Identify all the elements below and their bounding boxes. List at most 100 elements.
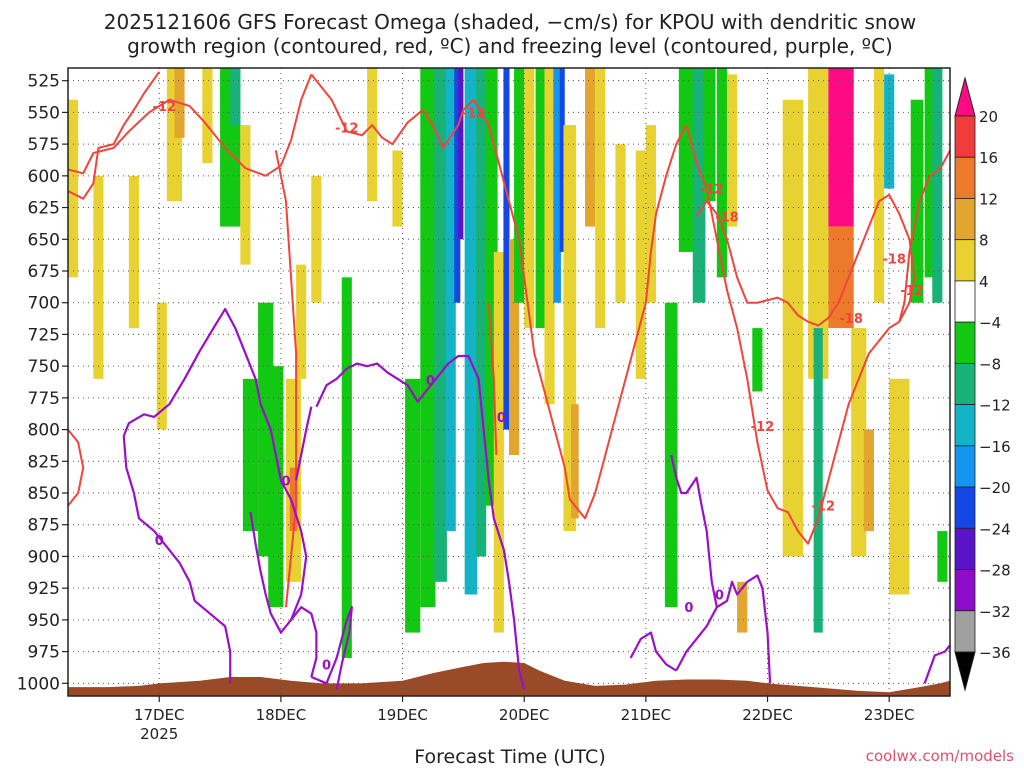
dgz-contour-label: -18 [715,210,739,225]
freezing-level-label: 0 [684,601,693,616]
omega-band [296,264,307,379]
y-tick-label: 650 [28,230,60,250]
omega-band [476,68,487,557]
dgz-contour-label: -18 [882,252,906,267]
omega-band [464,68,478,595]
omega-band [230,68,241,126]
omega-band [514,68,525,303]
colorbar-swatch [954,569,976,612]
omega-band [664,302,678,608]
omega-band [458,68,464,240]
y-tick-label: 775 [28,389,60,409]
terrain-layer [68,661,950,696]
colorbar-label: 12 [979,190,998,208]
freezing-level-label: 0 [322,658,331,673]
y-tick-label: 850 [28,484,60,504]
chart-title-line2: growth region (contoured, red, ºC) and f… [127,34,893,58]
omega-band [726,74,738,227]
colorbar-label: 4 [979,273,989,291]
dendritic-growth-contours [67,71,951,608]
dgz-contour-line [685,124,951,545]
omega-band [595,68,606,329]
omega-band [434,68,447,582]
y-tick-label: 750 [28,357,60,377]
omega-band [341,277,352,658]
omega-band [454,68,461,303]
y-tick-label: 900 [28,547,60,567]
freezing-level-label: 0 [497,411,506,426]
credit-label: coolwx.com/models [866,747,1014,765]
colorbar-swatch [954,198,976,241]
omega-band [367,68,378,202]
y-tick-label: 725 [28,325,60,345]
freezing-level-contour-line [923,644,951,684]
colorbar-label: −36 [979,644,1011,662]
omega-band [937,531,948,582]
freezing-level-contour-line [629,631,677,672]
omega-band [692,68,706,303]
y-tick-label: 675 [28,262,60,282]
y-tick-label: 875 [28,516,60,536]
omega-band [863,429,874,532]
omega-band [242,378,259,532]
x-tick-label: 22DEC [742,706,793,724]
omega-band [924,68,935,278]
dgz-contour-label: -12 [462,106,486,121]
colorbar: 20 16 12 8 4 −4 −8 −12 −16 −20 −24 −28 −32 −36 [954,76,1011,692]
colorbar-swatch [954,239,976,282]
freezing-level-contour-line [675,574,772,684]
x-tick-label: 17DEC [134,706,185,724]
omega-shading [68,68,948,658]
freezing-level-contour-line [315,354,526,690]
y-tick-label: 550 [28,103,60,123]
omega-band [851,328,867,557]
dgz-contour-label: -12 [751,420,775,435]
freezing-level-contour-line [295,406,313,481]
colorbar-label: −12 [979,397,1011,415]
dgz-contour-label: -18 [839,312,863,327]
freezing-level-label: 0 [155,534,164,549]
omega-band [782,99,803,557]
omega-band [445,68,456,532]
omega-band [910,99,924,303]
omega-band [268,366,284,608]
dgz-contour-label: -12 [335,122,359,137]
omega-band [553,68,561,303]
omega-band [93,175,104,379]
omega-band [202,68,213,164]
dgz-contour-line [67,73,313,177]
omega-band [544,68,555,405]
omega-band [752,328,763,392]
colorbar-label: −16 [979,438,1011,456]
colorbar-swatch [954,445,976,488]
y-tick-label: 575 [28,135,60,155]
x-tick-label: 20DEC [499,706,550,724]
omega-band [828,68,854,227]
omega-band [635,150,646,379]
omega-band [524,68,535,329]
dgz-contour-line [310,73,475,149]
dgz-contour-label: -12 [700,183,724,198]
chart-title-line1: 2025121606 GFS Forecast Omega (shaded, −… [104,10,916,34]
omega-band [645,125,656,303]
x-axis-label: Forecast Time (UTC) [414,746,605,768]
colorbar-label: −8 [979,355,1001,373]
colorbar-label: 8 [979,232,989,250]
colorbar-swatch [954,527,976,570]
x-tick-label: 19DEC [377,706,428,724]
colorbar-swatch [954,610,976,653]
y-tick-label: 625 [28,199,60,219]
freezing-level-label: 0 [281,474,290,489]
omega-band [503,68,510,430]
colorbar-swatch [954,404,976,447]
dgz-contour-line [695,193,916,327]
freezing-level-contour-line [290,606,318,678]
freezing-level-contour-line [310,606,353,690]
colorbar-swatch [954,321,976,364]
colorbar-label: −20 [979,479,1011,497]
omega-band [932,68,943,303]
grid-lines [68,68,950,696]
colorbar-swatch [954,486,976,529]
